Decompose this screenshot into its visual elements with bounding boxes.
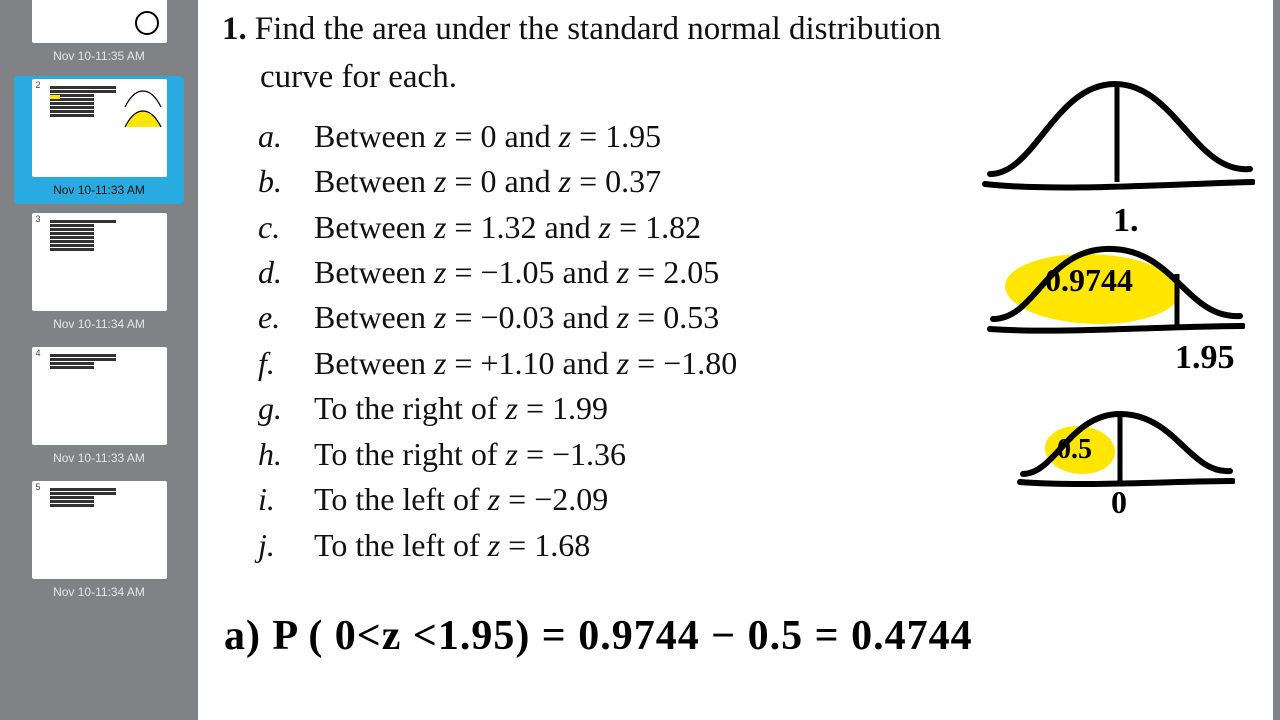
slide-thumbnail-1[interactable]: Nov 10-11:35 AM	[14, 0, 184, 70]
problem-number: 1.	[222, 11, 247, 47]
slide-thumbnail-5[interactable]: 5 Nov 10-11:34 AM	[14, 478, 184, 606]
thumbnail-preview: 2	[32, 79, 167, 177]
handwritten-sketches: 1. 0.9744 1.95 0.5 0	[965, 64, 1265, 534]
slide-thumbnail-2[interactable]: 2 Nov 10-11:33 AM	[14, 76, 184, 204]
thumbnail-preview	[32, 0, 167, 43]
slide-page[interactable]: 1.Find the area under the standard norma…	[198, 0, 1273, 720]
thumbnail-timestamp: Nov 10-11:34 AM	[53, 311, 145, 335]
thumbnail-preview: 3	[32, 213, 167, 311]
curve3-area-label: 0.5	[1057, 434, 1092, 466]
thumbnail-timestamp: Nov 10-11:33 AM	[53, 445, 145, 469]
thumbnail-timestamp: Nov 10-11:33 AM	[53, 177, 145, 201]
thumbnail-timestamp: Nov 10-11:35 AM	[53, 43, 145, 67]
thumbnail-timestamp: Nov 10-11:34 AM	[53, 579, 145, 603]
curve2-z-label: 1.95	[1175, 339, 1235, 377]
curve2-area-label: 0.9744	[1045, 262, 1133, 299]
slide-thumbnail-4[interactable]: 4 Nov 10-11:33 AM	[14, 344, 184, 472]
thumbnail-preview: 5	[32, 481, 167, 579]
slide-thumbnail-3[interactable]: 3 Nov 10-11:34 AM	[14, 210, 184, 338]
main-canvas-area: 1.Find the area under the standard norma…	[198, 0, 1280, 720]
bell-curve-1	[975, 64, 1255, 214]
curve3-z-label: 0	[1111, 484, 1127, 521]
thumbnail-sidebar[interactable]: Nov 10-11:35 AM 2 Nov 10-11:33 AM 3	[0, 0, 198, 720]
handwritten-work: a) P ( 0<z <1.95) = 0.9744 − 0.5 = 0.474…	[224, 612, 973, 660]
thumbnail-preview: 4	[32, 347, 167, 445]
